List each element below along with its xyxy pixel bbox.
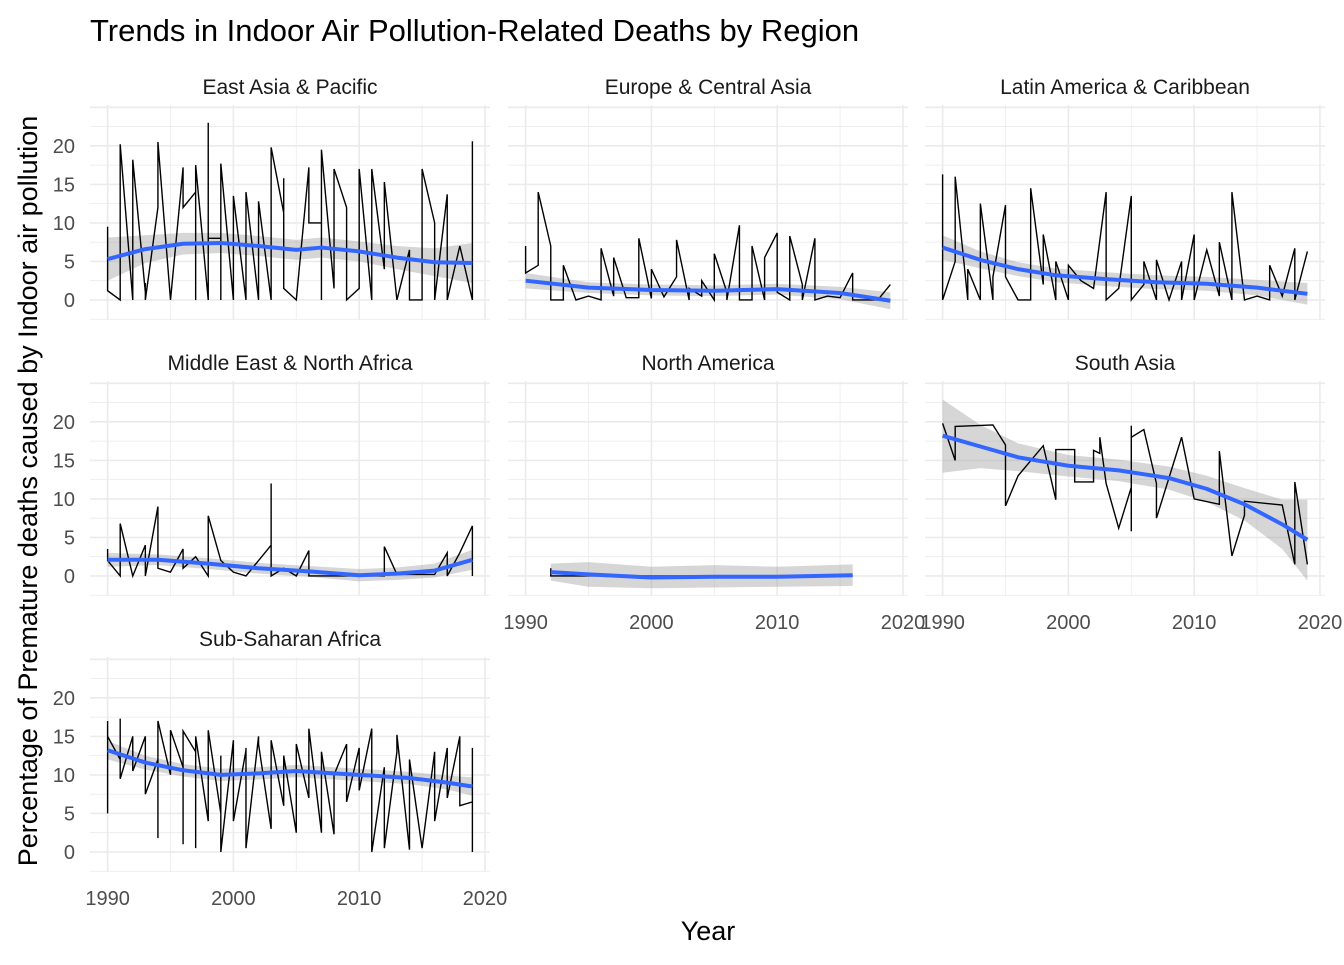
smooth-line (525, 278, 891, 303)
y-tick-label: 15 (53, 450, 75, 472)
facet-panel: East Asia & Pacific 0 5 10 15 20 (53, 76, 490, 320)
y-tick-label: 0 (64, 842, 75, 864)
smooth-line (107, 240, 473, 265)
smooth-line (942, 433, 1309, 542)
x-tick-label: 2000 (211, 888, 256, 910)
y-tick-label: 20 (53, 688, 75, 710)
x-tick-label: 2000 (629, 612, 674, 634)
data-line (941, 423, 1309, 565)
confidence-band (942, 235, 1308, 305)
y-tick-label: 15 (53, 174, 75, 196)
facet-strip-label: Europe & Central Asia (605, 76, 812, 99)
x-tick-label: 1990 (920, 612, 965, 634)
confidence-band (107, 232, 473, 284)
y-tick-label: 5 (64, 527, 75, 549)
smooth-line (106, 748, 473, 789)
y-tick-label: 0 (64, 566, 75, 588)
confidence-band (107, 740, 473, 796)
y-tick-label: 5 (64, 803, 75, 825)
facet-panel: Sub-Saharan Africa 0 5 10 15 20 1990 2000 2010 20… (53, 628, 507, 910)
y-tick-label: 0 (64, 290, 75, 312)
y-tick-label: 10 (53, 765, 75, 787)
facet-panel: North America 1990 2000 2010 2020 (503, 352, 925, 634)
smooth-line (107, 557, 473, 578)
x-tick-label: 2020 (463, 888, 508, 910)
x-tick-label: 2000 (1046, 612, 1091, 634)
y-tick-label: 20 (53, 136, 75, 158)
data-line (106, 718, 474, 853)
facet-strip-label: Sub-Saharan Africa (199, 628, 381, 651)
chart-title: Trends in Indoor Air Pollution-Related D… (90, 13, 859, 48)
y-tick-label: 5 (64, 251, 75, 273)
x-tick-label: 2010 (755, 612, 800, 634)
data-line (524, 191, 891, 303)
facet-panel: Europe & Central Asia (508, 76, 908, 320)
confidence-band (942, 399, 1308, 581)
facet-strip-label: Middle East & North Africa (167, 352, 412, 375)
y-tick-label: 10 (53, 213, 75, 235)
y-tick-label: 15 (53, 726, 75, 748)
facet-panel: Middle East & North Africa 0 5 10 15 20 (53, 352, 490, 596)
facet-strip-label: North America (641, 352, 774, 375)
x-tick-label: 2010 (337, 888, 382, 910)
x-tick-label: 2020 (881, 612, 926, 634)
x-tick-label: 1990 (503, 612, 548, 634)
facet-panel: Latin America & Caribbean (925, 76, 1325, 320)
x-axis-title: Year (681, 916, 736, 946)
y-axis-title: Percentage of Premature deaths caused by… (13, 116, 43, 866)
smooth-line (941, 245, 1308, 296)
data-line (106, 122, 474, 302)
y-tick-label: 20 (53, 412, 75, 434)
smooth-line (550, 570, 853, 580)
x-tick-label: 2020 (1298, 612, 1343, 634)
facet-strip-label: South Asia (1075, 352, 1176, 375)
y-tick-label: 10 (53, 489, 75, 511)
facet-panel: South Asia 1990 2000 2010 2020 (920, 352, 1342, 634)
facet-strip-label: East Asia & Pacific (202, 76, 377, 99)
x-tick-label: 2010 (1172, 612, 1217, 634)
x-tick-label: 1990 (85, 888, 130, 910)
data-line (941, 174, 1309, 303)
facet-strip-label: Latin America & Caribbean (1000, 76, 1250, 99)
